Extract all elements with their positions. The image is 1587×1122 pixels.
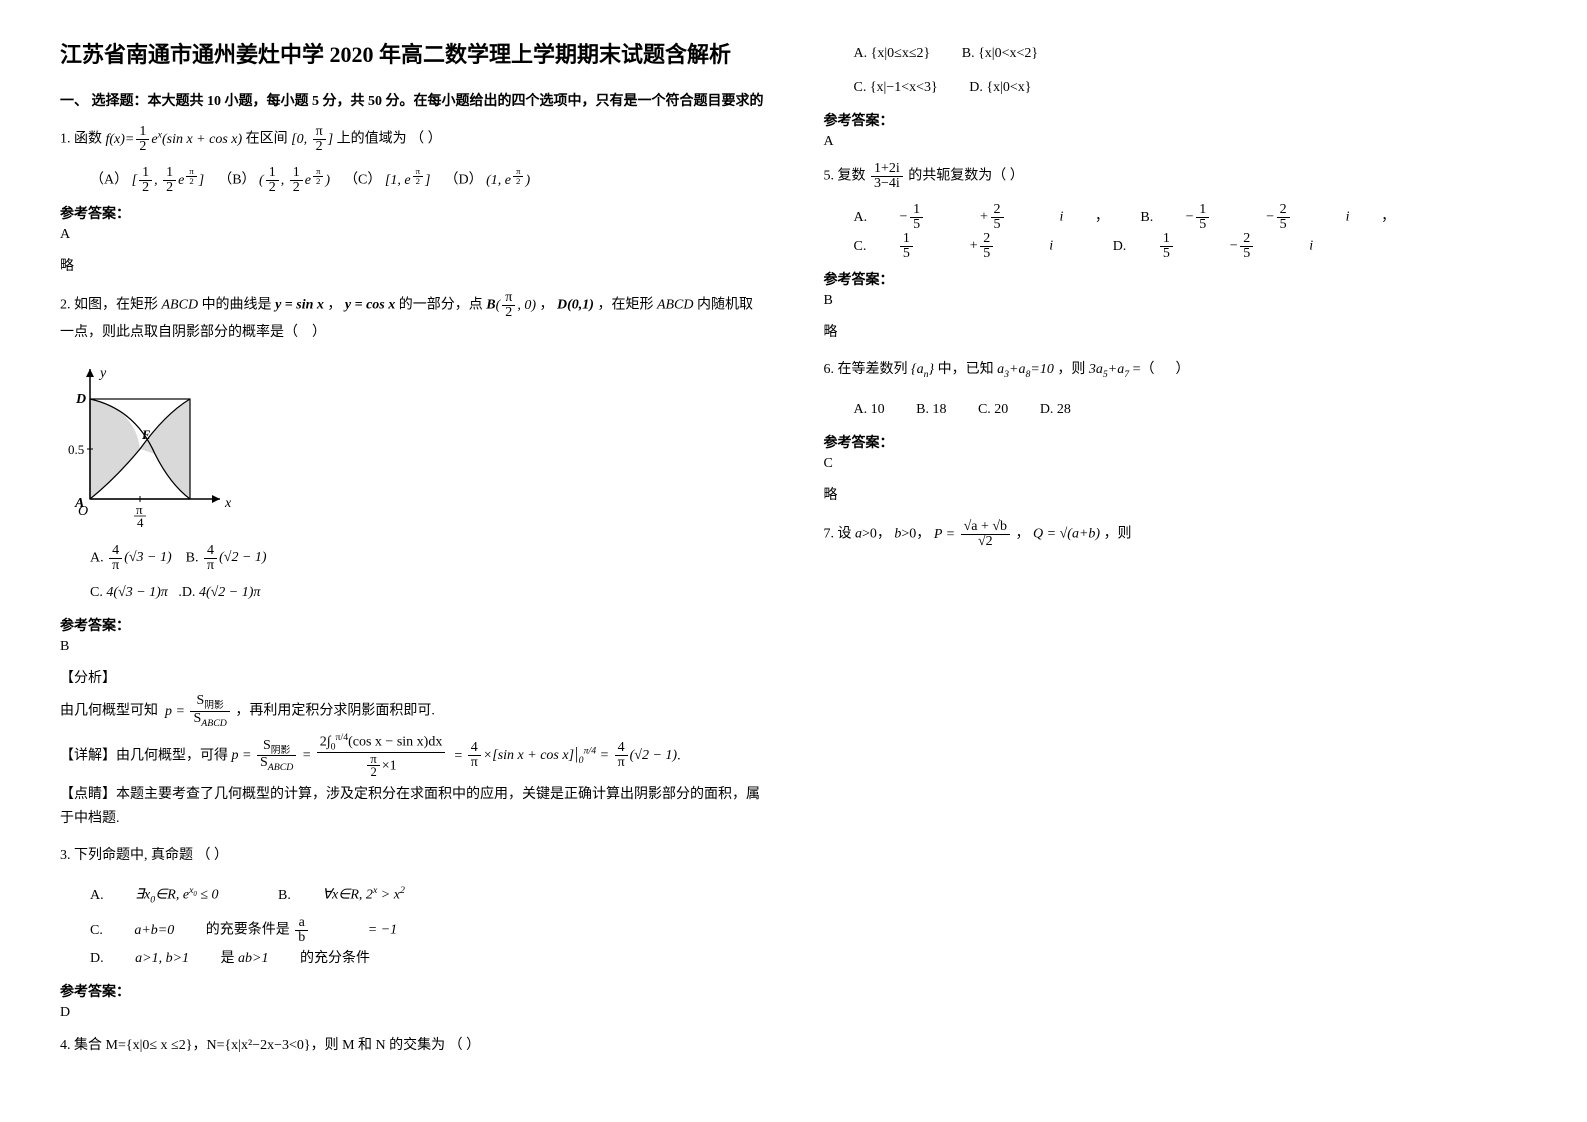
q4-stem: 4. 集合 M={x|0≤ x ≤2}，N={x|x²−2x−3<0}，则 M … — [60, 1033, 764, 1060]
q3-optD-label: D. — [90, 945, 104, 973]
q1-optD: (1, eπ2) — [486, 173, 530, 188]
q2-options-row2: C. 4(√3 − 1)π .D. 4(√2 − 1)π — [90, 579, 764, 607]
q5-optA-label: A. — [854, 204, 868, 232]
q1-optA: [12, 12eπ2] — [132, 173, 205, 188]
q2-hint: 【点睛】本题主要考查了几何概型的计算，涉及定积分在求面积中的应用，关键是正确计算… — [60, 783, 764, 831]
q2-svg: y D 0.5 E A O x π 4 — [60, 359, 240, 529]
q3-ans-label: 参考答案： — [60, 981, 764, 1001]
q1-stem-post1: 在区间 — [246, 132, 292, 147]
q6-optA: A. 10 — [854, 396, 885, 424]
q4-optA: A. {x|0≤x≤2} — [854, 40, 931, 68]
q1-ans: A — [60, 227, 764, 243]
q5-optD: 15−25i — [1158, 232, 1313, 261]
q3-opts-row2: C. a+b=0 的充要条件是 ab = −1 D. a>1, b>1 是 ab… — [90, 916, 764, 973]
q4-opts-row1: A. {x|0≤x≤2} B. {x|0<x<2} — [854, 40, 1528, 68]
q2-detail: 【详解】由几何概型，可得 p = S阴影SABCD = 2∫0π/4(cos x… — [60, 733, 764, 779]
q1-optB: (12, 12eπ2) — [259, 173, 330, 188]
q4-ans-label: 参考答案： — [824, 110, 1528, 130]
q5-optB-label: B. — [1140, 204, 1153, 232]
q2-optB: 4π(√2 − 1) — [202, 550, 267, 565]
q5-ans: B — [824, 293, 1528, 309]
q2-detail-label: 【详解】 — [60, 748, 116, 763]
q1-note: 略 — [60, 255, 764, 279]
q1-optC: [1, eπ2] — [385, 173, 431, 188]
q7-stem: 7. 设 a>0， b>0， P = √a + √b√2 ， Q = √(a+b… — [824, 520, 1528, 549]
q1-optB-label: （B） — [218, 173, 255, 188]
fig-label-y: y — [98, 366, 107, 381]
q6-note: 略 — [824, 484, 1528, 508]
q1-stem-post2: 上的值域为 （ ） — [337, 132, 442, 147]
q5-note: 略 — [824, 321, 1528, 345]
q6-stem: 6. 在等差数列 {an} 中，已知 a3+a8=10 ，则 3a5+a7 =（… — [824, 357, 1528, 384]
q2-analysis: 由几何概型可知 p = S阴影SABCD ，再利用定积分求阴影面积即可. — [60, 694, 764, 728]
q2-optC: 4(√3 − 1)π — [106, 585, 167, 600]
q6-opts: A. 10 B. 18 C. 20 D. 28 — [854, 396, 1528, 424]
q3-optA: ∃x0∈R, ex0 ≤ 0 — [135, 881, 218, 910]
q1-options: （A） [12, 12eπ2] （B） (12, 12eπ2) （C） [1, … — [90, 166, 764, 195]
q3-ans: D — [60, 1005, 764, 1021]
q5-den: 3−4i — [871, 177, 903, 191]
q1-optA-label: （A） — [90, 173, 128, 188]
q3-optB-label: B. — [278, 882, 291, 910]
q4-optC: C. {x|−1<x<3} — [854, 74, 938, 102]
fig-label-x: x — [224, 496, 232, 511]
q2-optA-label: A. — [90, 550, 104, 565]
q2-stem: 2. 如图，在矩形 ABCD 中的曲线是 y = sin x ， y = cos… — [60, 291, 764, 347]
q2-analysis-label: 【分析】 — [60, 667, 764, 691]
q6-optD: D. 28 — [1040, 396, 1071, 424]
q3-optC-label: C. — [90, 917, 103, 945]
q3-stem: 3. 下列命题中, 真命题 （ ） — [60, 843, 764, 870]
q1-range: [0, π2] — [291, 132, 333, 147]
q2-hint-label: 【点睛】 — [60, 787, 116, 802]
q2-figure: y D 0.5 E A O x π 4 — [60, 359, 764, 534]
q1-ans-label: 参考答案： — [60, 203, 764, 223]
q2-optD: 4(√2 − 1)π — [199, 585, 260, 600]
q6-ans-label: 参考答案： — [824, 432, 1528, 452]
q2-ans: B — [60, 639, 764, 655]
q5-optA: −15+25i — [899, 203, 1064, 232]
q5-opts: A. −15+25i ， B. −15−25i ， C. 15+25i D. 1… — [854, 203, 1528, 261]
page-title: 江苏省南通市通州姜灶中学 2020 年高二数学理上学期期末试题含解析 — [60, 40, 764, 71]
q4-opts-row2: C. {x|−1<x<3} D. {x|0<x} — [854, 74, 1528, 102]
q5-num: 1+2i — [871, 162, 903, 177]
q6-ans: C — [824, 456, 1528, 472]
fig-label-E: E — [141, 427, 151, 442]
fig-label-D: D — [75, 392, 86, 407]
q6-optB: B. 18 — [916, 396, 946, 424]
q5-optC-label: C. — [854, 233, 867, 261]
q5-optB: −15−25i — [1185, 203, 1350, 232]
q5-optC: 15+25i — [898, 232, 1053, 261]
q3-opts-row1: A. ∃x0∈R, ex0 ≤ 0 B. ∀x∈R, 2x > x2 — [90, 881, 764, 910]
q2-optD-label: .D. — [178, 585, 195, 600]
q2-optB-label: B. — [186, 550, 199, 565]
q5-pre: 5. 复数 — [824, 169, 866, 184]
q6-optC: C. 20 — [978, 396, 1008, 424]
q1-optC-label: （C） — [344, 173, 381, 188]
section1-heading: 一、 选择题：本大题共 10 小题，每小题 5 分，共 50 分。在每小题给出的… — [60, 91, 764, 113]
q5-ans-label: 参考答案： — [824, 269, 1528, 289]
q5-stem: 5. 复数 1+2i3−4i 的共轭复数为（ ） — [824, 162, 1528, 191]
q1-optD-label: （D） — [444, 173, 482, 188]
q1-stem-pre: 1. 函数 — [60, 132, 102, 147]
q4-optD: D. {x|0<x} — [969, 74, 1031, 102]
q2-optC-label: C. — [90, 585, 103, 600]
q1-fx: f(x)=12ex(sin x + cos x) — [106, 132, 243, 147]
q3-optD: a>1, b>1 — [135, 945, 189, 973]
q2-options-row1: A. 4π(√3 − 1) B. 4π(√2 − 1) — [90, 544, 764, 573]
q5-post: 的共轭复数为（ ） — [908, 169, 1024, 184]
q1: 1. 函数 f(x)=12ex(sin x + cos x) 在区间 [0, π… — [60, 125, 764, 154]
q3-optC: a+b=0 — [134, 917, 174, 945]
q4-ans: A — [824, 134, 1528, 150]
q3-optB: ∀x∈R, 2x > x2 — [322, 881, 404, 910]
svg-text:4: 4 — [137, 515, 144, 529]
q4-optB: B. {x|0<x<2} — [962, 40, 1038, 68]
q5-optD-label: D. — [1113, 233, 1127, 261]
fig-tick-half: 0.5 — [68, 442, 84, 457]
q2-hint-text: 本题主要考查了几何概型的计算，涉及定积分在求面积中的应用，关键是正确计算出阴影部… — [60, 787, 760, 826]
q2-optA: 4π(√3 − 1) — [107, 550, 172, 565]
fig-label-O: O — [78, 504, 88, 519]
q3-optA-label: A. — [90, 882, 104, 910]
q2-ans-label: 参考答案： — [60, 615, 764, 635]
